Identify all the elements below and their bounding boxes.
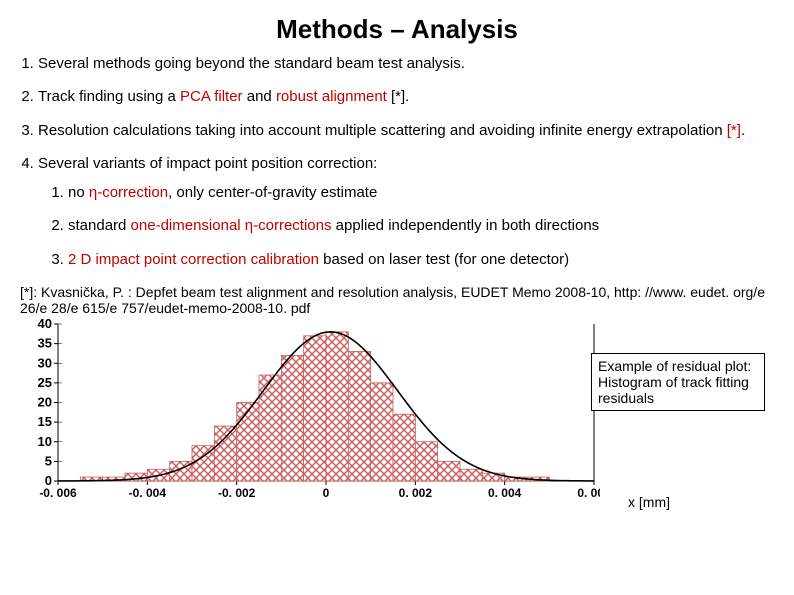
svg-text:0: 0 — [323, 486, 330, 500]
item-2: Track finding using a PCA filter and rob… — [38, 88, 784, 105]
item-1: Several methods going beyond the standar… — [38, 55, 784, 72]
sub-1-b: , only center-of-gravity estimate — [168, 184, 377, 201]
sub-1: no η-correction, only center-of-gravity … — [68, 184, 784, 201]
item-2-mid: and — [243, 88, 276, 105]
svg-text:-0. 006: -0. 006 — [39, 486, 77, 500]
svg-text:0. 002: 0. 002 — [399, 486, 433, 500]
item-3-a: Resolution calculations taking into acco… — [38, 122, 727, 139]
sub-3: 2 D impact point correction calibration … — [68, 251, 784, 268]
svg-text:40: 40 — [38, 318, 52, 331]
svg-text:20: 20 — [38, 394, 52, 409]
item-2-hl1: PCA filter — [180, 88, 243, 105]
item-3-ref: [*] — [727, 122, 741, 139]
sub-2-a: standard — [68, 217, 131, 234]
sub-1-hl: η-correction — [89, 184, 168, 201]
svg-text:30: 30 — [38, 355, 52, 370]
sub-1-a: no — [68, 184, 89, 201]
sub-list: no η-correction, only center-of-gravity … — [38, 184, 784, 268]
svg-text:0. 004: 0. 004 — [488, 486, 522, 500]
sub-2: standard one-dimensional η-corrections a… — [68, 217, 784, 234]
svg-text:0. 006: 0. 006 — [577, 486, 600, 500]
svg-text:-0. 002: -0. 002 — [218, 486, 256, 500]
svg-text:5: 5 — [45, 453, 52, 468]
sub-3-b: based on laser test (for one detector) — [319, 251, 569, 268]
item-3: Resolution calculations taking into acco… — [38, 122, 784, 139]
sub-3-hl: 2 D impact point correction calibration — [68, 251, 319, 268]
svg-text:15: 15 — [38, 414, 52, 429]
chart-caption: Example of residual plot: Histogram of t… — [591, 353, 765, 411]
reference-note: [*]: Kvasnička, P. : Depfet beam test al… — [20, 284, 784, 316]
item-4: Several variants of impact point positio… — [38, 155, 784, 268]
sub-2-b: applied independently in both directions — [331, 217, 599, 234]
svg-text:25: 25 — [38, 375, 52, 390]
sub-2-hl: one-dimensional η-corrections — [131, 217, 332, 234]
chart-xlabel: x [mm] — [628, 494, 670, 510]
svg-text:-0. 004: -0. 004 — [129, 486, 167, 500]
item-3-b: . — [741, 122, 745, 139]
svg-text:10: 10 — [38, 434, 52, 449]
svg-text:35: 35 — [38, 336, 52, 351]
main-list: Several methods going beyond the standar… — [10, 55, 784, 268]
item-2-pre: Track finding using a — [38, 88, 180, 105]
item-2-hl2: robust alignment — [276, 88, 387, 105]
page-title: Methods – Analysis — [10, 14, 784, 45]
residual-chart: 0510152025303540-0. 006-0. 004-0. 00200.… — [20, 318, 790, 508]
item-2-post: [*]. — [387, 88, 410, 105]
histogram-svg: 0510152025303540-0. 006-0. 004-0. 00200.… — [20, 318, 600, 503]
item-4-text: Several variants of impact point positio… — [38, 155, 377, 172]
